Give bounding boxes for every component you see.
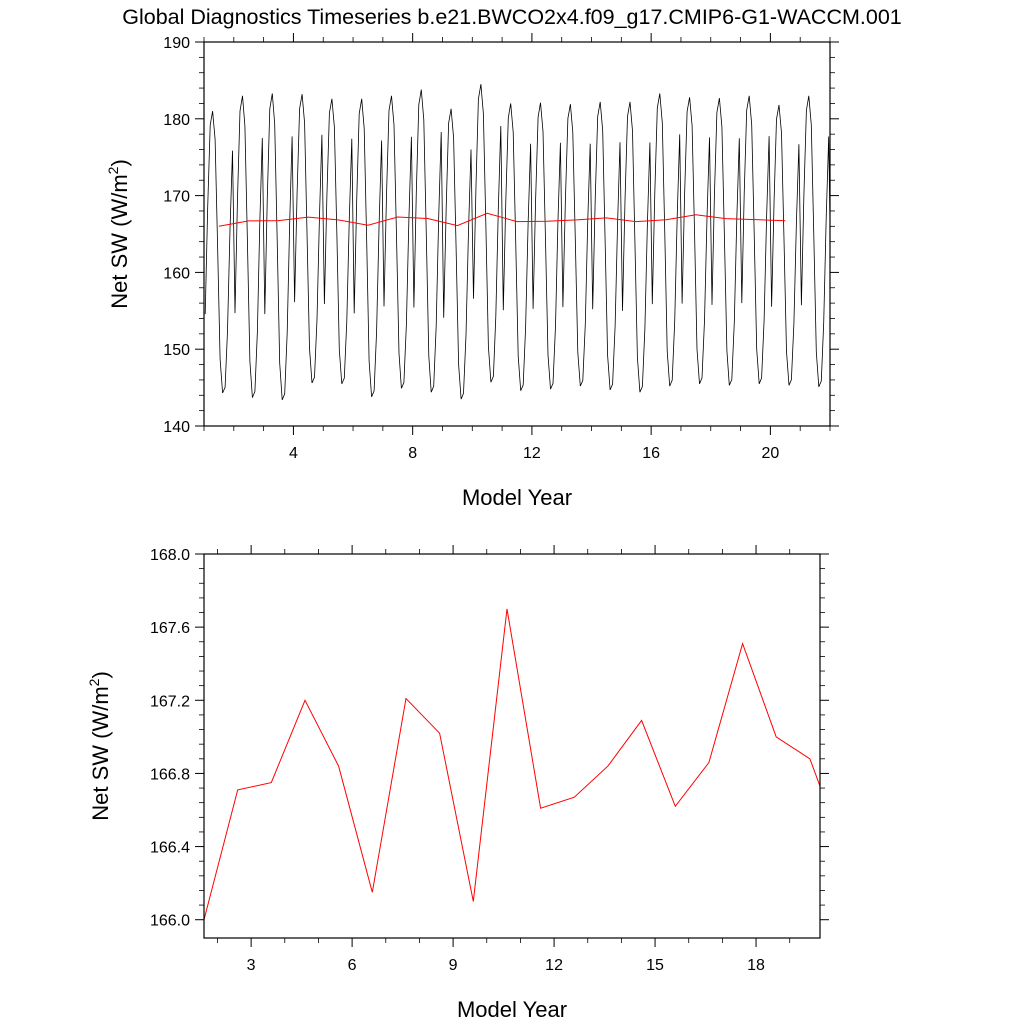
bottom-chart-ytick-label: 166.4 xyxy=(150,840,190,857)
top-chart-ytick-label: 160 xyxy=(163,265,190,282)
bottom-chart-ylabel: Net SW (W/m2) xyxy=(86,671,113,821)
bottom-chart-xtick-label: 15 xyxy=(646,957,664,974)
top-chart-ticks-layer: 4 8 12 16 20 140 150 160 170 180 190 xyxy=(163,33,839,462)
bottom-chart-ytick-label: 166.0 xyxy=(150,913,190,930)
bottom-chart-annual-mean-line xyxy=(204,608,820,920)
top-chart-monthly-series-line xyxy=(204,84,830,401)
top-chart-ylabel: Net SW (W/m2) xyxy=(105,159,132,309)
top-chart-annual-mean-line xyxy=(218,212,786,227)
bottom-chart-ylabel-sup: 2 xyxy=(86,678,102,686)
top-chart-xtick-label: 12 xyxy=(523,445,541,462)
bottom-chart-xtick-label: 18 xyxy=(747,957,765,974)
bottom-chart-ylabel-main: Net SW (W/m xyxy=(88,686,113,820)
bottom-chart-xtick-label: 9 xyxy=(449,957,458,974)
top-chart-ytick-label: 190 xyxy=(163,35,190,52)
bottom-chart-frame xyxy=(203,553,821,939)
top-chart: 4 8 12 16 20 140 150 160 170 180 190 Model Year Ne… xyxy=(105,33,839,510)
bottom-chart-ytick-label: 168.0 xyxy=(150,547,190,564)
bottom-chart-xtick-label: 12 xyxy=(545,957,563,974)
bottom-chart-xlabel: Model Year xyxy=(457,997,567,1022)
bottom-chart-xtick-label: 3 xyxy=(247,957,256,974)
top-chart-ylabel-close: ) xyxy=(107,159,132,166)
top-chart-ytick-label: 180 xyxy=(163,112,190,129)
top-chart-ytick-label: 170 xyxy=(163,189,190,206)
top-chart-ylabel-main: Net SW (W/m xyxy=(107,174,132,308)
bottom-chart: 3 6 9 12 15 18166.0166.4166.8167.2167.6168.0 … xyxy=(86,545,829,1022)
figure-title: Global Diagnostics Timeseries b.e21.BWCO… xyxy=(122,5,901,29)
bottom-chart-ytick-label: 167.6 xyxy=(150,620,190,637)
top-chart-ytick-label: 140 xyxy=(163,419,190,436)
bottom-chart-ylabel-close: ) xyxy=(88,671,113,678)
top-chart-xtick-label: 20 xyxy=(761,445,779,462)
bottom-chart-ytick-label: 166.8 xyxy=(150,766,190,783)
bottom-chart-xtick-label: 6 xyxy=(348,957,357,974)
top-chart-xlabel: Model Year xyxy=(462,485,572,510)
top-chart-xtick-label: 16 xyxy=(642,445,660,462)
top-chart-xtick-label: 4 xyxy=(289,445,298,462)
top-chart-ylabel-sup: 2 xyxy=(105,166,121,174)
bottom-chart-ytick-label: 167.2 xyxy=(150,693,190,710)
top-chart-ytick-label: 150 xyxy=(163,342,190,359)
bottom-chart-ticks-layer: 3 6 9 12 15 18 166.0 166.4 166.8 167.2 167.6 168.0 xyxy=(150,545,829,974)
top-chart-series-layer xyxy=(204,84,830,401)
top-chart-frame xyxy=(203,41,831,427)
bottom-chart-series-layer xyxy=(204,608,820,920)
top-chart-xtick-label: 8 xyxy=(408,445,417,462)
